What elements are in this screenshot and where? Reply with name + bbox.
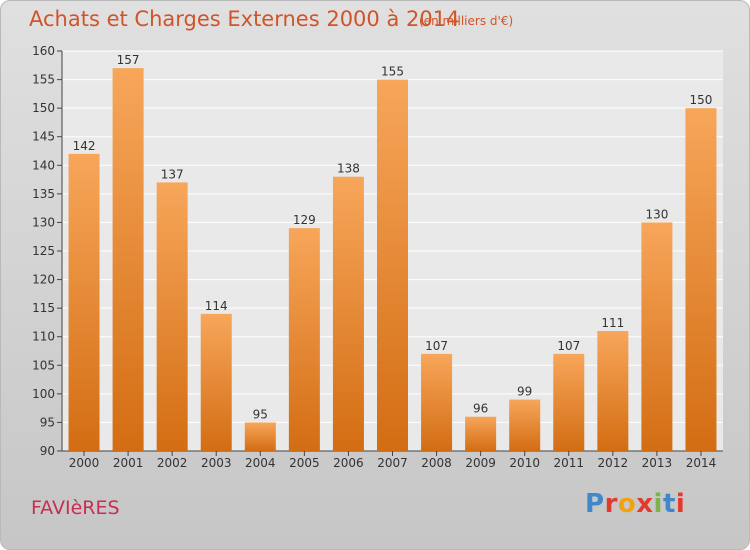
x-tick-label: 2004 [245,456,276,470]
bar [244,422,276,451]
bar [332,176,364,451]
bar [377,79,408,452]
data-label: 137 [161,167,184,181]
y-tick-label: 120 [32,273,55,287]
data-label: 150 [690,93,713,107]
chart-subtitle: (en milliers d'€) [419,14,514,28]
x-tick-label: 2010 [509,456,540,470]
logo-letter: i [675,489,686,519]
y-tick-label: 125 [32,244,55,258]
data-label: 142 [73,139,96,153]
data-label: 111 [601,316,624,330]
x-tick-label: 2007 [377,456,408,470]
y-tick-label: 145 [32,130,55,144]
x-tick-label: 2011 [553,456,584,470]
bar [641,222,673,451]
logo-letter: x [636,489,654,519]
bar [685,108,717,452]
data-label: 138 [337,162,360,176]
bar [509,399,541,451]
logo-letter: o [617,489,637,519]
y-tick-label: 105 [32,358,55,372]
y-tick-label: 95 [40,415,55,429]
logo-letter: i [653,489,663,519]
bar [68,153,100,451]
x-tick-label: 2009 [465,456,496,470]
data-label: 157 [117,53,140,67]
y-tick-label: 135 [32,187,55,201]
data-label: 96 [473,402,488,416]
x-tick-label: 2012 [598,456,629,470]
y-tick-label: 140 [32,158,55,172]
y-tick-label: 155 [32,73,55,87]
x-tick-label: 2000 [69,456,100,470]
logo-letter: r [604,489,618,519]
x-tick-label: 2013 [642,456,673,470]
data-label: 95 [253,407,268,421]
bar [288,228,320,451]
bar [112,68,144,452]
commune-name: FAVIèRES [31,497,120,519]
y-tick-label: 110 [32,330,55,344]
data-label: 107 [557,339,580,353]
bar [156,182,188,451]
x-tick-label: 2003 [201,456,232,470]
bar [465,416,497,451]
x-tick-label: 2008 [421,456,452,470]
y-tick-label: 115 [32,301,55,315]
bar [597,331,629,451]
data-label: 155 [381,65,404,79]
logo-letter: t [662,489,676,519]
data-label: 130 [645,207,668,221]
x-tick-label: 2005 [289,456,320,470]
chart-title: Achats et Charges Externes 2000 à 2014 [29,7,460,31]
y-tick-label: 100 [32,387,55,401]
proxiti-logo: Proxiti [585,489,685,519]
x-tick-label: 2001 [113,456,144,470]
data-label: 114 [205,299,228,313]
data-label: 107 [425,339,448,353]
y-tick-label: 150 [32,101,55,115]
bar [421,353,453,451]
logo-letter: P [585,489,605,519]
data-label: 129 [293,213,316,227]
y-tick-label: 160 [32,44,55,58]
y-tick-label: 130 [32,215,55,229]
y-tick-label: 90 [40,444,55,458]
x-tick-label: 2002 [157,456,188,470]
data-label: 99 [517,385,532,399]
x-tick-label: 2014 [686,456,717,470]
bar [553,353,585,451]
x-tick-label: 2006 [333,456,364,470]
bar [200,313,232,451]
